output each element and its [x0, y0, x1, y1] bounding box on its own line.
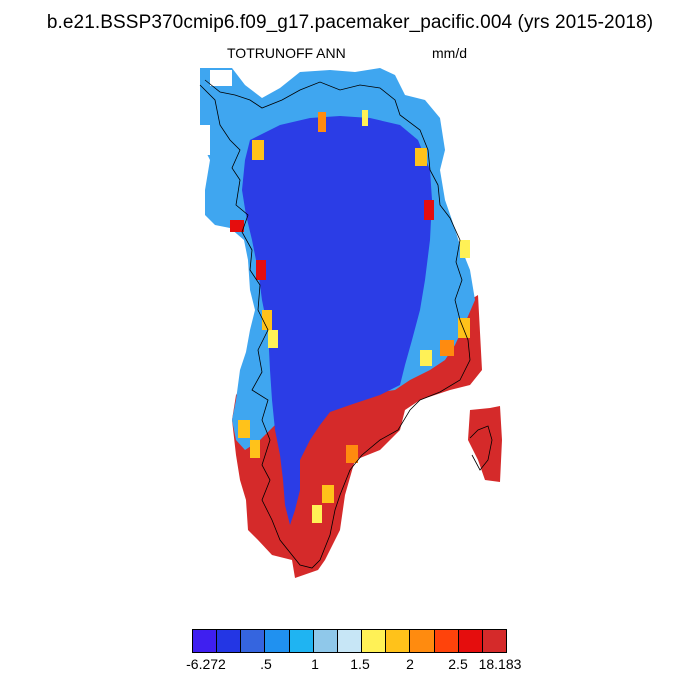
colorbar-box [241, 630, 266, 652]
colorbar [192, 629, 507, 653]
colorbar-tick-label: 2.5 [448, 656, 468, 672]
colorbar-box [362, 630, 387, 652]
colorbar-box [410, 630, 435, 652]
colorbar-tick-label: .5 [260, 656, 272, 672]
colorbar-tick-label: 18.183 [478, 656, 522, 672]
colorbar-tick-label: 1 [311, 656, 319, 672]
colorbar-box [313, 630, 338, 652]
colorbar-tick-label: 2 [406, 656, 414, 672]
plot-title: b.e21.BSSP370cmip6.f09_g17.pacemaker_pac… [46, 12, 654, 33]
coastline [199, 79, 471, 569]
colorbar-box [289, 630, 314, 652]
colorbar-tick-label: 1.5 [350, 656, 370, 672]
colorbar-labels: -6.272 .5 1 1.5 2 2.5 18.183 [0, 656, 700, 676]
colorbar-box [482, 630, 507, 652]
ice-sheet-interior [242, 116, 432, 525]
colorbar-box [386, 630, 411, 652]
margin-cells [200, 70, 470, 523]
colorbar-box [458, 630, 483, 652]
colorbar-box [337, 630, 363, 652]
island-coastline [469, 425, 493, 471]
colorbar-tick-label: -6.272 [186, 656, 226, 672]
colorbar-box [265, 630, 290, 652]
colorbar-box [434, 630, 459, 652]
variable-label: TOTRUNOFF ANN [227, 45, 346, 61]
east-island [468, 406, 502, 482]
colorbar-box [217, 630, 242, 652]
colorbar-box [193, 630, 218, 652]
units-label: mm/d [432, 45, 467, 61]
